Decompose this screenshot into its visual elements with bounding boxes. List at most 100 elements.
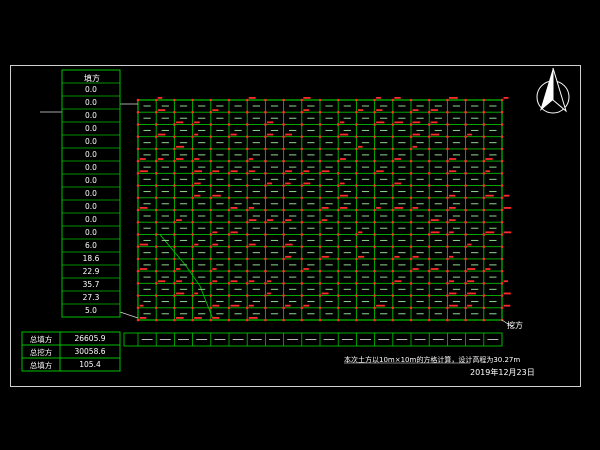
grid-point bbox=[282, 98, 285, 102]
grid-point bbox=[500, 282, 504, 285]
cell-volume-label bbox=[252, 215, 260, 217]
grid-point bbox=[245, 135, 249, 138]
cell-volume-label bbox=[434, 276, 442, 278]
grid-point bbox=[245, 282, 249, 285]
cell-volume-label bbox=[489, 191, 497, 193]
grid-point bbox=[355, 306, 358, 310]
grid-point bbox=[409, 196, 413, 200]
cell-volume-label bbox=[234, 301, 242, 303]
cell-volume-label bbox=[343, 203, 351, 205]
grid-point bbox=[464, 220, 467, 224]
cell-volume-label bbox=[161, 105, 169, 107]
cell-volume-label bbox=[289, 178, 297, 180]
elevation-mark bbox=[339, 158, 346, 160]
elevation-mark bbox=[212, 317, 220, 319]
grid-point bbox=[446, 245, 449, 248]
cell-volume-label bbox=[307, 117, 315, 119]
grid-point bbox=[373, 282, 376, 285]
totals-value: 105.4 bbox=[79, 360, 101, 369]
totals-label: 总填方 bbox=[29, 361, 53, 370]
cell-volume-label bbox=[270, 142, 279, 144]
cut-row-value bbox=[141, 339, 153, 340]
cell-volume-label bbox=[198, 313, 206, 315]
grid-point bbox=[136, 184, 140, 187]
grid-point bbox=[191, 172, 194, 175]
cell-volume-label bbox=[361, 105, 370, 107]
grid-point bbox=[300, 282, 304, 285]
grid-point bbox=[136, 123, 140, 126]
cell-volume-label bbox=[198, 276, 206, 278]
elevation-mark bbox=[212, 170, 220, 173]
grid-point bbox=[227, 282, 231, 285]
elevation-mark bbox=[448, 255, 454, 258]
grid-point bbox=[154, 159, 158, 163]
grid-point bbox=[264, 233, 267, 236]
cell-volume-label bbox=[416, 178, 424, 180]
grid-point bbox=[264, 245, 267, 248]
elevation-mark bbox=[285, 255, 292, 258]
grid-point bbox=[245, 123, 249, 126]
grid-point bbox=[464, 282, 467, 285]
cell-volume-label bbox=[216, 313, 224, 315]
cell-volume-label bbox=[416, 252, 424, 254]
grid-point bbox=[373, 184, 376, 187]
grid-point bbox=[446, 306, 449, 310]
elevation-mark bbox=[157, 97, 163, 99]
grid-point bbox=[482, 220, 486, 224]
grid-point bbox=[318, 159, 322, 163]
cell-volume-label bbox=[161, 239, 169, 241]
grid-point bbox=[336, 208, 340, 212]
cell-volume-label bbox=[380, 215, 388, 217]
drawing-frame bbox=[10, 65, 581, 387]
grid-point bbox=[173, 172, 176, 175]
grid-point bbox=[373, 172, 376, 175]
grid-point bbox=[318, 318, 322, 322]
grid-point bbox=[264, 257, 267, 261]
grid-point bbox=[264, 208, 267, 212]
cell-volume-label bbox=[398, 239, 406, 241]
grid-point bbox=[500, 220, 504, 224]
grid-point bbox=[446, 135, 449, 138]
cell-volume-label bbox=[289, 215, 297, 217]
grid-point bbox=[173, 294, 176, 297]
elevation-mark bbox=[212, 268, 217, 270]
fill-table-cell: 0.0 bbox=[85, 150, 97, 159]
cell-volume-label bbox=[198, 227, 206, 229]
grid-point bbox=[300, 98, 304, 102]
grid-point bbox=[373, 318, 376, 322]
cell-volume-label bbox=[489, 142, 497, 144]
grid-point bbox=[136, 159, 140, 163]
cell-volume-label bbox=[416, 191, 424, 193]
cell-volume-label bbox=[452, 191, 461, 193]
cell-volume-label bbox=[452, 129, 461, 131]
cell-volume-label bbox=[416, 239, 424, 241]
cell-volume-label bbox=[398, 301, 406, 303]
cell-volume-label bbox=[416, 313, 424, 315]
grid-point bbox=[427, 110, 431, 114]
grid-point bbox=[446, 233, 449, 236]
grid-point bbox=[245, 245, 249, 248]
grid-point bbox=[464, 147, 467, 151]
grid-point bbox=[282, 269, 285, 273]
grid-point bbox=[409, 147, 413, 151]
grid-point bbox=[209, 196, 213, 200]
cell-volume-label bbox=[252, 239, 260, 241]
elevation-mark bbox=[248, 280, 255, 283]
cell-volume-label bbox=[270, 203, 279, 205]
grid-point bbox=[500, 257, 504, 261]
cell-volume-label bbox=[161, 276, 169, 278]
cell-volume-label bbox=[289, 166, 297, 168]
grid-point bbox=[500, 196, 504, 200]
cell-volume-label bbox=[398, 117, 406, 119]
grid-point bbox=[209, 245, 213, 248]
cell-volume-label bbox=[234, 142, 242, 144]
cell-volume-label bbox=[343, 239, 351, 241]
grid-point bbox=[391, 294, 395, 297]
cell-volume-label bbox=[471, 215, 479, 217]
elevation-mark bbox=[266, 182, 273, 185]
cell-volume-label bbox=[179, 203, 188, 205]
fill-table-cell: 0.0 bbox=[85, 85, 97, 94]
grid-point bbox=[409, 184, 413, 187]
cell-volume-label bbox=[270, 154, 279, 156]
cell-volume-label bbox=[489, 313, 497, 315]
